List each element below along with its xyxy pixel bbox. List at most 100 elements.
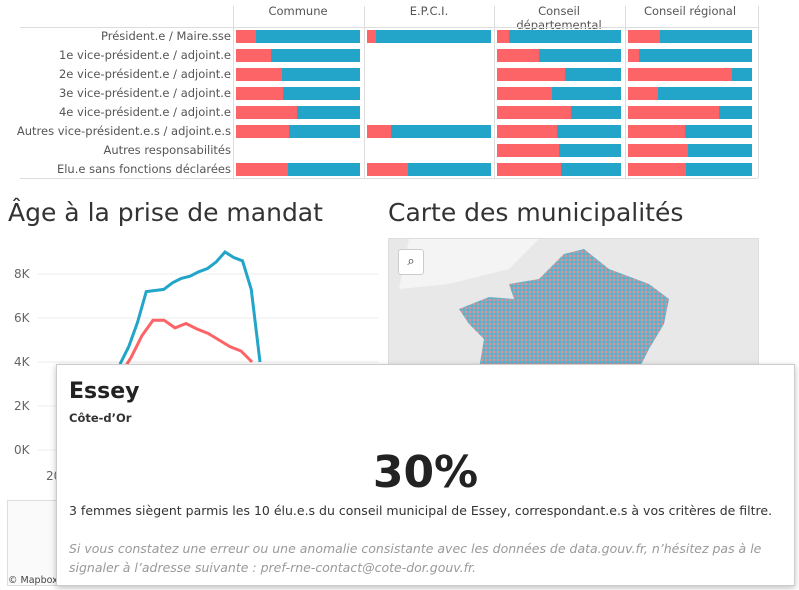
bar-segment[interactable] — [628, 163, 752, 176]
bar-female[interactable] — [497, 144, 559, 157]
bar-female[interactable] — [497, 87, 552, 100]
bar-segment[interactable] — [628, 30, 752, 43]
bar-segment[interactable] — [497, 87, 621, 100]
series-line[interactable] — [118, 318, 254, 376]
bar-female[interactable] — [367, 125, 391, 138]
age-chart-title: Âge à la prise de mandat — [8, 198, 323, 227]
bar-male[interactable] — [288, 163, 360, 176]
bar-segment[interactable] — [628, 49, 752, 62]
bar-female[interactable] — [497, 68, 566, 81]
bar-male[interactable] — [565, 68, 621, 81]
bar-segment[interactable] — [236, 49, 360, 62]
row-label: 3e vice-président.e / adjoint.e — [58, 86, 231, 100]
bar-female[interactable] — [628, 68, 733, 81]
map-layer — [399, 239, 669, 367]
tooltip-subtitle: Côte-d’Or — [69, 411, 132, 425]
bar-male[interactable] — [255, 30, 360, 43]
bar-female[interactable] — [628, 106, 719, 119]
bar-male[interactable] — [289, 125, 360, 138]
bar-male[interactable] — [509, 30, 621, 43]
bar-female[interactable] — [236, 49, 271, 62]
bar-female[interactable] — [236, 30, 256, 43]
bar-male[interactable] — [390, 125, 491, 138]
bar-segment[interactable] — [236, 30, 360, 43]
bar-male[interactable] — [718, 106, 752, 119]
bar-segment[interactable] — [628, 125, 752, 138]
bar-segment[interactable] — [367, 163, 491, 176]
bar-male[interactable] — [539, 49, 621, 62]
bar-female[interactable] — [236, 106, 297, 119]
bar-female[interactable] — [497, 49, 540, 62]
bar-female[interactable] — [497, 106, 572, 119]
bar-male[interactable] — [571, 106, 621, 119]
bar-segment[interactable] — [236, 125, 360, 138]
bar-female[interactable] — [236, 68, 282, 81]
bar-male[interactable] — [559, 144, 621, 157]
bar-male[interactable] — [375, 30, 491, 43]
map-search-button[interactable]: ⌕ — [398, 249, 424, 275]
y-tick-label: 0K — [14, 443, 31, 457]
bar-female[interactable] — [367, 163, 408, 176]
bar-segment[interactable] — [628, 87, 752, 100]
y-tick-label: 6K — [14, 311, 31, 325]
bar-male[interactable] — [657, 87, 752, 100]
bar-female[interactable] — [628, 30, 661, 43]
bar-male[interactable] — [556, 125, 621, 138]
bar-female[interactable] — [628, 87, 658, 100]
bar-female[interactable] — [367, 30, 376, 43]
bar-female[interactable] — [628, 125, 686, 138]
y-tick-label: 2K — [14, 399, 31, 413]
bar-male[interactable] — [685, 125, 752, 138]
bar-female[interactable] — [236, 87, 284, 100]
row-label: Autres vice-président.e.s / adjoint.e.s — [16, 124, 231, 138]
bar-male[interactable] — [732, 68, 752, 81]
bar-female[interactable] — [497, 163, 562, 176]
bar-female[interactable] — [497, 125, 557, 138]
mini-map[interactable] — [7, 500, 59, 586]
bar-male[interactable] — [551, 87, 621, 100]
bar-male[interactable] — [561, 163, 621, 176]
bar-female[interactable] — [236, 125, 290, 138]
bar-female[interactable] — [628, 49, 640, 62]
row-label: Elu.e sans fonctions déclarées — [56, 162, 231, 176]
bar-segment[interactable] — [236, 68, 360, 81]
tooltip-text: 3 femmes siègent parmis les 10 élu.e.s d… — [69, 503, 773, 518]
bar-male[interactable] — [407, 163, 491, 176]
bar-segment[interactable] — [497, 106, 621, 119]
bar-female[interactable] — [497, 30, 510, 43]
row-label: Autres responsabilités — [103, 143, 231, 157]
series-line[interactable] — [118, 250, 262, 365]
bar-female[interactable] — [236, 163, 289, 176]
bar-male[interactable] — [687, 144, 752, 157]
bar-male[interactable] — [281, 68, 360, 81]
bar-female[interactable] — [628, 144, 688, 157]
bar-segment[interactable] — [497, 144, 621, 157]
bar-segment[interactable] — [497, 68, 621, 81]
bar-segment[interactable] — [628, 106, 752, 119]
bar-segment[interactable] — [497, 163, 621, 176]
bar-male[interactable] — [686, 163, 752, 176]
tooltip: Essey Côte-d’Or 30% 3 femmes siègent par… — [56, 364, 795, 586]
bar-segment[interactable] — [236, 106, 360, 119]
bar-segment[interactable] — [497, 49, 621, 62]
bar-male[interactable] — [296, 106, 360, 119]
bar-male[interactable] — [270, 49, 360, 62]
bar-segment[interactable] — [628, 68, 752, 81]
column-header: Conseil départemental — [516, 4, 602, 32]
column-header: E.P.C.I. — [409, 4, 449, 18]
bar-segment[interactable] — [367, 125, 491, 138]
bar-segment[interactable] — [628, 144, 752, 157]
bar-female[interactable] — [628, 163, 687, 176]
bar-segment[interactable] — [367, 30, 491, 43]
bar-segment[interactable] — [236, 163, 360, 176]
map-credit: © Mapbox© — [8, 575, 68, 586]
bar-male[interactable] — [660, 30, 752, 43]
row-label: 2e vice-président.e / adjoint.e — [58, 67, 231, 81]
bar-male[interactable] — [283, 87, 360, 100]
bar-segment[interactable] — [497, 125, 621, 138]
map[interactable]: ⌕ — [388, 238, 759, 368]
bar-male[interactable] — [639, 49, 752, 62]
bar-segment[interactable] — [236, 87, 360, 100]
bar-segment[interactable] — [497, 30, 621, 43]
map-title: Carte des municipalités — [388, 198, 684, 227]
